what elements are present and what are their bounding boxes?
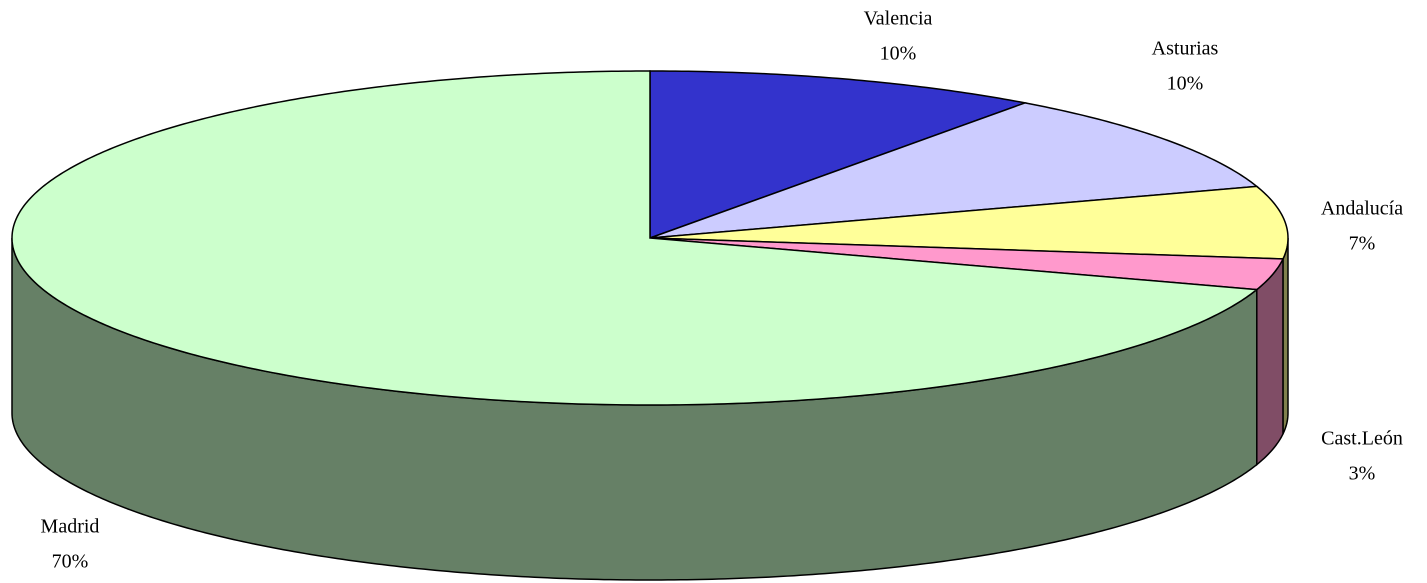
pie-slice [11,70,1259,406]
slice-label: Valencia [864,8,933,30]
slice-value-label: 10% [880,43,917,65]
slice-label: Andalucía [1321,198,1403,220]
pie-side [1256,258,1284,467]
slice-value-label: 7% [1349,233,1376,255]
pie-slice [649,185,1289,260]
slice-value-label: 10% [1167,73,1204,95]
slice-value-label: 70% [52,551,89,573]
pie-side [1282,237,1289,435]
slice-label: Cast.León [1321,428,1403,450]
slice-label: Asturias [1152,38,1219,60]
pie-slice [649,102,1259,239]
slice-label: Madrid [41,516,100,538]
slice-value-label: 3% [1349,463,1376,485]
pie-slice [649,70,1028,240]
